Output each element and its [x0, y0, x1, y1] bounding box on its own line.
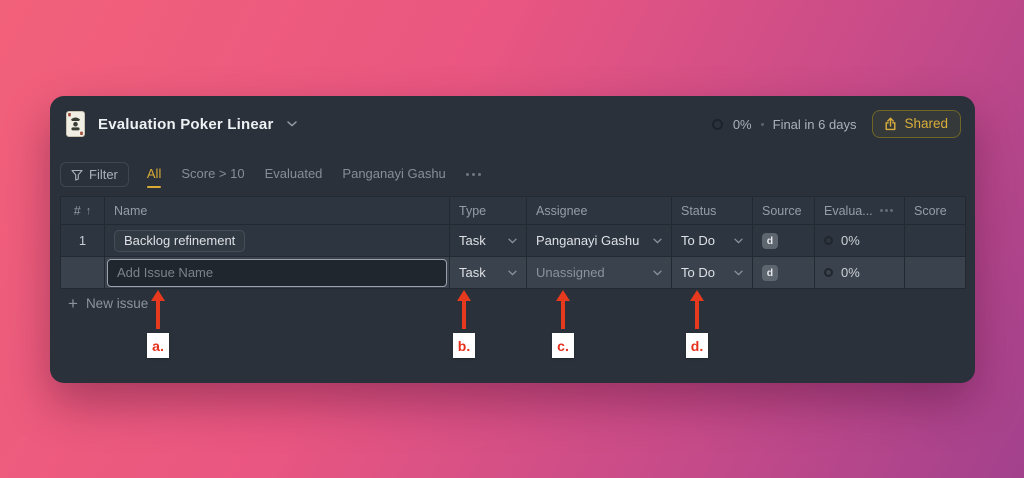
status-dropdown[interactable]: To Do	[672, 225, 753, 256]
chevron-down-icon	[508, 270, 517, 276]
shared-button[interactable]: Shared	[872, 110, 961, 138]
title-chevron-down-icon[interactable]	[286, 121, 297, 127]
chevron-down-icon	[734, 238, 743, 244]
issue-name-chip[interactable]: Backlog refinement	[114, 229, 246, 252]
annotation-arrow-a: a.	[146, 290, 170, 358]
session-progress-percent: 0%	[732, 116, 752, 132]
column-header-assignee[interactable]: Assignee	[527, 197, 672, 224]
column-header-number[interactable]: # ↑	[60, 197, 105, 224]
tab-evaluated[interactable]: Evaluated	[264, 166, 323, 181]
tab-all[interactable]: All	[146, 166, 162, 188]
evaluation-progress-ring	[824, 236, 833, 245]
filter-bar: Filter All Score > 10 Evaluated Panganay…	[60, 162, 482, 188]
chevron-down-icon	[653, 238, 662, 244]
evaluation-cell: 0%	[815, 257, 905, 288]
column-header-evaluation[interactable]: Evalua...	[815, 197, 905, 224]
source-app-icon: d	[762, 264, 778, 281]
new-issue-button[interactable]: + New issue	[68, 294, 149, 313]
arrow-up-icon	[556, 290, 570, 301]
chevron-down-icon	[508, 238, 517, 244]
table-header-row: # ↑ Name Type Assignee Status Source Eva…	[60, 196, 966, 225]
plus-icon: +	[68, 294, 78, 313]
annotation-label-a: a.	[147, 333, 169, 358]
filter-tabs: All Score > 10 Evaluated Panganayi Gashu	[146, 166, 446, 188]
session-progress-ring	[711, 118, 723, 130]
type-dropdown[interactable]: Task	[450, 225, 527, 256]
type-dropdown[interactable]: Task	[450, 257, 527, 288]
arrow-up-icon	[457, 290, 471, 301]
page-title: Evaluation Poker Linear	[98, 115, 274, 133]
annotation-label-d: d.	[686, 333, 708, 358]
table-row: 1 Backlog refinement Task Panganayi Gash…	[60, 225, 966, 257]
score-cell	[905, 257, 966, 288]
column-header-status[interactable]: Status	[672, 197, 753, 224]
assignee-dropdown[interactable]: Panganayi Gashu	[527, 225, 672, 256]
chevron-down-icon	[653, 270, 662, 276]
source-app-icon: d	[762, 232, 778, 249]
evaluation-progress-ring	[824, 268, 833, 277]
separator-dot	[760, 122, 764, 126]
table-row-new: Task Unassigned To Do d 0%	[60, 257, 966, 289]
score-cell	[905, 225, 966, 256]
row-number: 1	[60, 225, 105, 256]
poker-card-logo-icon	[66, 111, 85, 137]
column-header-name[interactable]: Name	[105, 197, 450, 224]
funnel-icon	[71, 169, 83, 181]
new-issue-label: New issue	[85, 296, 149, 311]
source-cell: d	[753, 225, 815, 256]
deadline-text: Final in 6 days	[772, 116, 857, 132]
column-header-source[interactable]: Source	[753, 197, 815, 224]
window-header: Evaluation Poker Linear 0% Final in 6 da…	[66, 109, 961, 139]
annotation-label-b: b.	[453, 333, 475, 358]
evaluation-cell: 0%	[815, 225, 905, 256]
tab-score-gt-10[interactable]: Score > 10	[181, 166, 245, 181]
sort-ascending-icon: ↑	[85, 204, 92, 217]
add-issue-name-input[interactable]	[107, 258, 447, 287]
share-icon	[885, 117, 896, 130]
issues-table: # ↑ Name Type Assignee Status Source Eva…	[60, 196, 966, 289]
more-tabs-ellipsis-icon[interactable]	[465, 172, 482, 177]
arrow-up-icon	[690, 290, 704, 301]
filter-button[interactable]: Filter	[60, 162, 129, 187]
annotation-arrow-b: b.	[452, 290, 476, 358]
name-cell	[105, 257, 450, 288]
source-cell: d	[753, 257, 815, 288]
shared-button-label: Shared	[904, 116, 948, 131]
evaluation-ellipsis-icon[interactable]	[879, 209, 893, 212]
annotation-label-c: c.	[552, 333, 574, 358]
filter-button-label: Filter	[89, 167, 118, 182]
column-header-type[interactable]: Type	[450, 197, 527, 224]
annotation-arrow-c: c.	[551, 290, 575, 358]
arrow-up-icon	[151, 290, 165, 301]
name-cell[interactable]: Backlog refinement	[105, 225, 450, 256]
annotation-arrow-d: d.	[685, 290, 709, 358]
chevron-down-icon	[734, 270, 743, 276]
column-header-score[interactable]: Score	[905, 197, 966, 224]
status-dropdown[interactable]: To Do	[672, 257, 753, 288]
app-window: Evaluation Poker Linear 0% Final in 6 da…	[50, 96, 975, 383]
row-number	[60, 257, 105, 288]
assignee-dropdown[interactable]: Unassigned	[527, 257, 672, 288]
tab-panganayi-gashu[interactable]: Panganayi Gashu	[342, 166, 446, 181]
